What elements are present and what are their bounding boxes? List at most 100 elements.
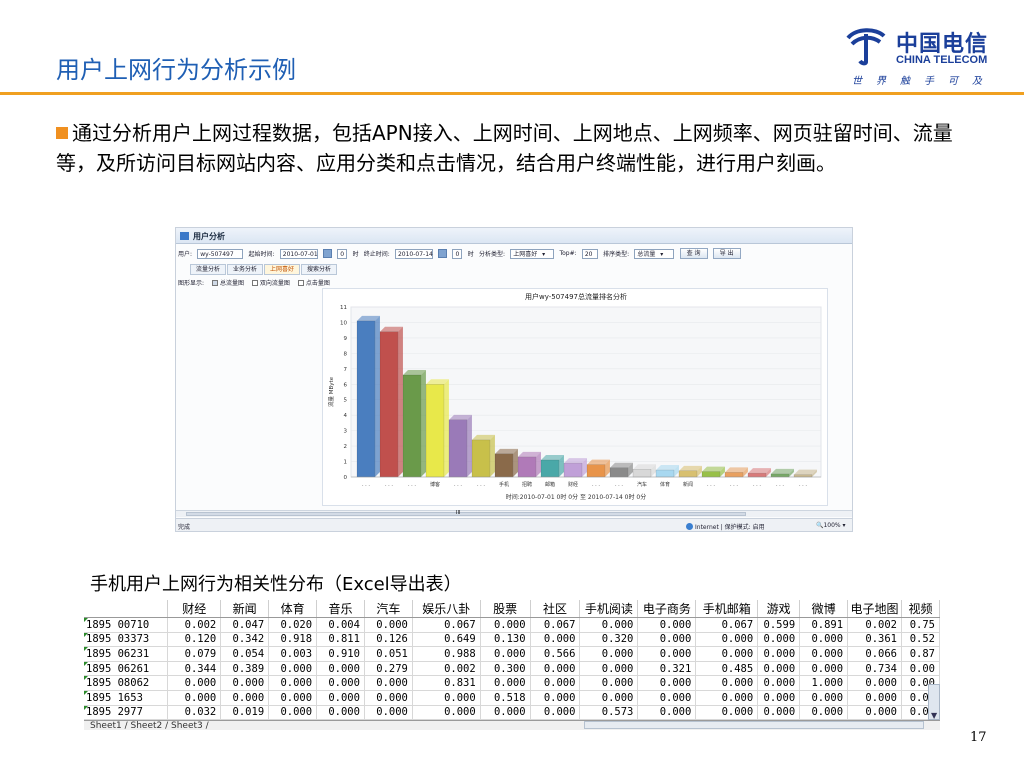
value-cell[interactable]: 0.000 xyxy=(637,617,697,633)
value-cell[interactable]: 0.344 xyxy=(167,661,222,677)
value-cell[interactable]: 0.000 xyxy=(530,690,581,706)
tab-traffic-analysis[interactable]: 流量分析 xyxy=(190,264,227,275)
value-cell[interactable]: 0.000 xyxy=(316,661,365,677)
column-header[interactable]: 体育 xyxy=(268,600,318,618)
checkbox-total-traffic[interactable]: 总流量图 xyxy=(211,280,244,287)
value-cell[interactable]: 0.067 xyxy=(412,617,481,633)
value-cell[interactable]: 0.002 xyxy=(847,617,902,633)
value-cell[interactable]: 0.300 xyxy=(480,661,531,677)
value-cell[interactable]: 0.000 xyxy=(799,661,849,677)
value-cell[interactable]: 0.000 xyxy=(480,617,531,633)
scroll-down-icon[interactable]: ▼ xyxy=(931,711,938,720)
value-cell[interactable]: 0.000 xyxy=(637,675,697,691)
value-cell[interactable]: 0.000 xyxy=(412,690,481,706)
analysis-type-select[interactable]: 上网喜好 ▾ xyxy=(510,248,555,259)
end-hour-input[interactable]: 0 xyxy=(452,248,463,259)
column-header[interactable]: 股票 xyxy=(480,600,531,618)
value-cell[interactable]: 0.000 xyxy=(167,690,222,706)
value-cell[interactable]: 0.75 xyxy=(901,617,940,633)
value-cell[interactable]: 0.000 xyxy=(847,675,902,691)
corner-header[interactable] xyxy=(84,600,169,618)
value-cell[interactable]: 0.000 xyxy=(757,675,801,691)
value-cell[interactable]: 0.000 xyxy=(530,661,581,677)
zoom-level[interactable]: 🔍100% ▾ xyxy=(816,522,846,529)
value-cell[interactable]: 0.361 xyxy=(847,632,902,648)
value-cell[interactable]: 0.000 xyxy=(637,632,697,648)
value-cell[interactable]: 0.000 xyxy=(637,646,697,662)
value-cell[interactable]: 0.734 xyxy=(847,661,902,677)
user-id-cell[interactable]: 1895 00710 xyxy=(84,617,169,633)
value-cell[interactable]: 0.000 xyxy=(637,705,697,721)
start-hour-input[interactable]: 0 xyxy=(337,248,348,259)
user-id-cell[interactable]: 1895 1653 xyxy=(84,690,169,706)
topn-input[interactable]: 20 xyxy=(581,248,598,259)
column-header[interactable]: 音乐 xyxy=(316,600,365,618)
calendar-icon[interactable] xyxy=(438,249,448,258)
value-cell[interactable]: 0.000 xyxy=(530,632,581,648)
value-cell[interactable]: 0.000 xyxy=(412,705,481,721)
value-cell[interactable]: 0.000 xyxy=(530,705,581,721)
value-cell[interactable]: 0.000 xyxy=(579,661,639,677)
user-id-cell[interactable]: 1895 08062 xyxy=(84,675,169,691)
user-input[interactable]: wy-507497 xyxy=(197,248,244,259)
tab-search-analysis[interactable]: 搜索分析 xyxy=(301,264,338,275)
value-cell[interactable]: 0.811 xyxy=(316,632,365,648)
value-cell[interactable]: 0.000 xyxy=(268,675,318,691)
value-cell[interactable]: 0.573 xyxy=(579,705,639,721)
column-header[interactable]: 微博 xyxy=(799,600,849,618)
value-cell[interactable]: 0.032 xyxy=(167,705,222,721)
value-cell[interactable]: 0.000 xyxy=(579,690,639,706)
value-cell[interactable]: 1.000 xyxy=(799,675,849,691)
value-cell[interactable]: 0.649 xyxy=(412,632,481,648)
horizontal-scrollbar[interactable]: III xyxy=(176,510,852,517)
value-cell[interactable]: 0.000 xyxy=(480,646,531,662)
value-cell[interactable]: 0.000 xyxy=(579,617,639,633)
value-cell[interactable]: 0.000 xyxy=(695,632,759,648)
value-cell[interactable]: 0.067 xyxy=(695,617,759,633)
column-header[interactable]: 汽车 xyxy=(364,600,413,618)
sheet-tab-list[interactable]: Sheet1 / Sheet2 / Sheet3 / xyxy=(90,721,209,730)
value-cell[interactable]: 0.000 xyxy=(530,675,581,691)
value-cell[interactable]: 0.120 xyxy=(167,632,222,648)
export-button[interactable]: 导 出 xyxy=(712,248,741,259)
query-button[interactable]: 查 询 xyxy=(679,248,708,259)
value-cell[interactable]: 0.485 xyxy=(695,661,759,677)
value-cell[interactable]: 0.000 xyxy=(268,661,318,677)
value-cell[interactable]: 0.320 xyxy=(579,632,639,648)
column-header[interactable]: 新闻 xyxy=(220,600,270,618)
checkbox-clicks[interactable]: 点击量图 xyxy=(297,280,330,287)
value-cell[interactable]: 0.002 xyxy=(167,617,222,633)
excel-horizontal-scrollbar[interactable] xyxy=(584,721,924,729)
value-cell[interactable]: 0.066 xyxy=(847,646,902,662)
checkbox-bidirectional[interactable]: 双向流量图 xyxy=(251,280,290,287)
value-cell[interactable]: 0.019 xyxy=(220,705,270,721)
column-header[interactable]: 电子商务 xyxy=(637,600,697,618)
column-header[interactable]: 游戏 xyxy=(757,600,801,618)
value-cell[interactable]: 0.321 xyxy=(637,661,697,677)
value-cell[interactable]: 0.00 xyxy=(901,661,940,677)
value-cell[interactable]: 0.566 xyxy=(530,646,581,662)
column-header[interactable]: 娱乐八卦 xyxy=(412,600,481,618)
value-cell[interactable]: 0.518 xyxy=(480,690,531,706)
value-cell[interactable]: 0.000 xyxy=(579,646,639,662)
user-id-cell[interactable]: 1895 06261 xyxy=(84,661,169,677)
value-cell[interactable]: 0.000 xyxy=(480,705,531,721)
column-header[interactable]: 视频 xyxy=(901,600,940,618)
value-cell[interactable]: 0.000 xyxy=(847,690,902,706)
value-cell[interactable]: 0.389 xyxy=(220,661,270,677)
value-cell[interactable]: 0.000 xyxy=(364,617,413,633)
value-cell[interactable]: 0.079 xyxy=(167,646,222,662)
value-cell[interactable]: 0.000 xyxy=(316,675,365,691)
value-cell[interactable]: 0.000 xyxy=(757,646,801,662)
value-cell[interactable]: 0.000 xyxy=(364,690,413,706)
value-cell[interactable]: 0.000 xyxy=(268,705,318,721)
value-cell[interactable]: 0.000 xyxy=(799,646,849,662)
column-header[interactable]: 手机邮箱 xyxy=(695,600,759,618)
value-cell[interactable]: 0.054 xyxy=(220,646,270,662)
vertical-scrollbar[interactable]: ▼ xyxy=(928,684,940,720)
value-cell[interactable]: 0.000 xyxy=(220,675,270,691)
user-id-cell[interactable]: 1895 2977 xyxy=(84,705,169,721)
value-cell[interactable]: 0.918 xyxy=(268,632,318,648)
value-cell[interactable]: 0.130 xyxy=(480,632,531,648)
value-cell[interactable]: 0.020 xyxy=(268,617,318,633)
